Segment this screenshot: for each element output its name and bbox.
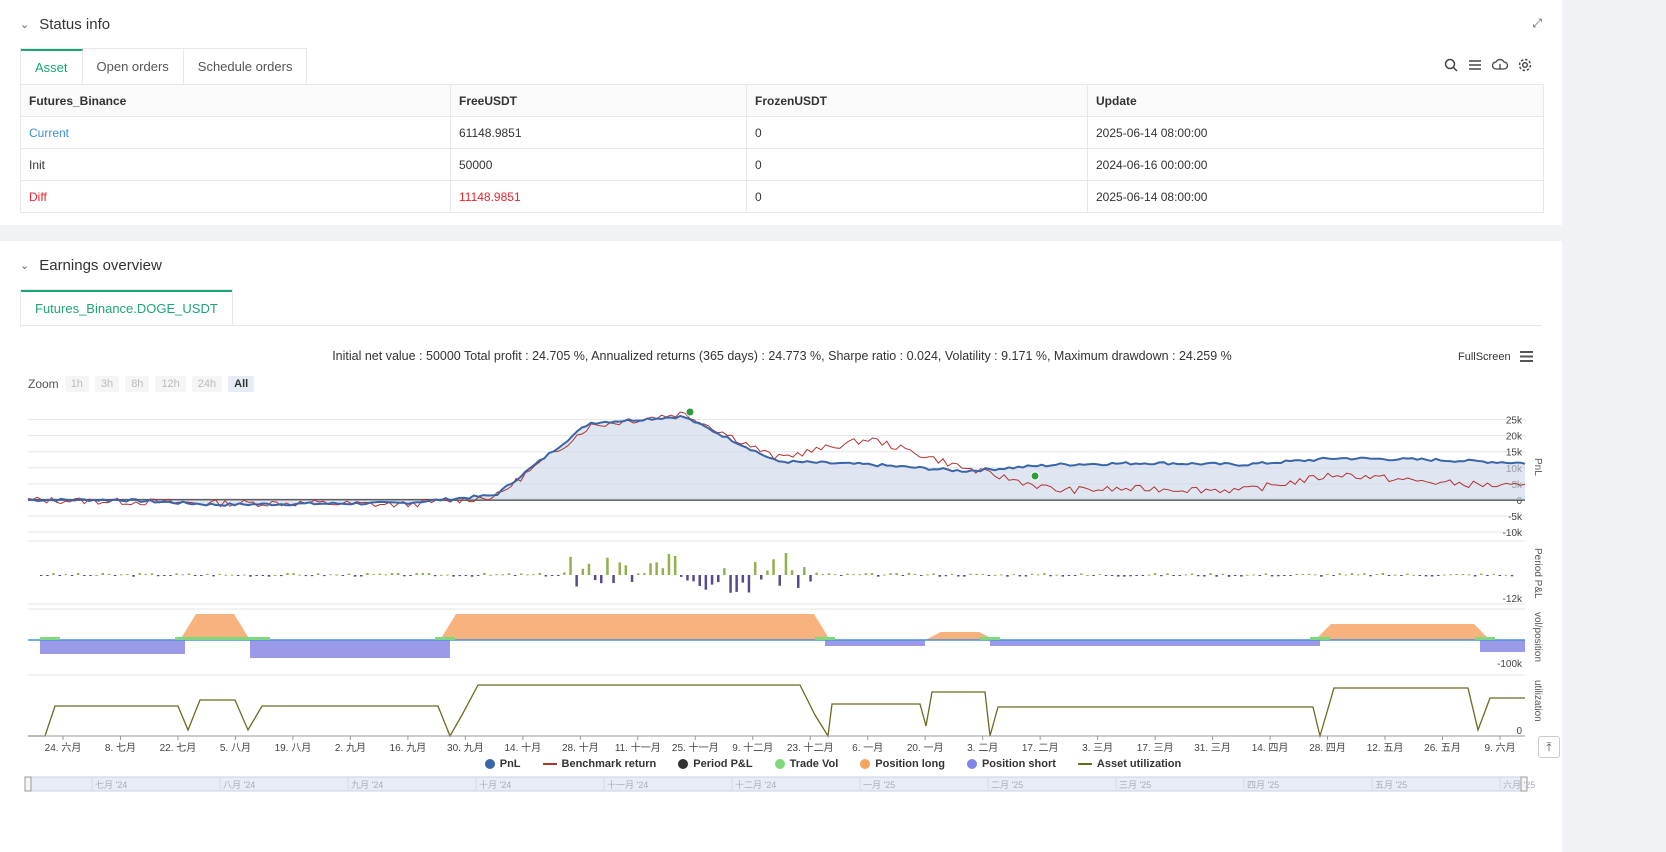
legend-period[interactable]: Period P&L (678, 758, 753, 770)
cell: 11148.9851 (450, 180, 747, 213)
gear-icon[interactable] (1518, 58, 1532, 72)
tab-doge-usdt[interactable]: Futures_Binance.DOGE_USDT (21, 290, 232, 326)
row-label: Diff (20, 180, 451, 213)
earnings-header[interactable]: ⌄ Earnings overview (20, 257, 162, 274)
tab-open-orders[interactable]: Open orders (82, 49, 184, 85)
zoom-label: Zoom (28, 377, 59, 391)
legend-marker (774, 759, 785, 769)
zoom-1h[interactable]: 1h (64, 376, 89, 392)
table-toolbar (1444, 58, 1532, 72)
earnings-panel: ⌄ Earnings overview Futures_Binance.DOGE… (0, 241, 1562, 852)
divider (20, 325, 1542, 326)
col-header: Futures_Binance (20, 84, 451, 117)
legend-trade-vol[interactable]: Trade Vol (774, 758, 839, 770)
tab-asset[interactable]: Asset (21, 49, 83, 85)
cloud-download-icon[interactable] (1492, 58, 1508, 72)
legend-marker (1077, 763, 1092, 765)
cell: 2025-06-14 08:00:00 (1087, 116, 1544, 149)
status-tabs: Asset Open orders Schedule orders (20, 48, 308, 85)
cell: 0 (746, 116, 1088, 149)
legend-marker (678, 759, 689, 769)
chart-summary: Initial net value : 50000 Total profit :… (332, 349, 1232, 363)
table-row: Diff 11148.9851 0 2025-06-14 08:00:00 (20, 180, 1544, 213)
search-icon[interactable] (1444, 58, 1458, 72)
legend-marker (966, 759, 977, 769)
list-icon[interactable] (1468, 58, 1482, 72)
legend-position-short[interactable]: Position short (966, 758, 1056, 770)
legend-label: PnL (499, 758, 521, 770)
legend-label: Position long (875, 758, 945, 770)
col-header: Update (1087, 84, 1544, 117)
status-header[interactable]: ⌄ Status info (20, 16, 110, 33)
cell: 2024-06-16 00:00:00 (1087, 148, 1544, 181)
scroll-top-button[interactable]: ⤒ (1538, 736, 1560, 758)
collapse-icon[interactable]: ⤢ (1532, 16, 1542, 30)
earnings-title: Earnings overview (39, 257, 162, 274)
tab-schedule-orders[interactable]: Schedule orders (183, 49, 307, 85)
cell: 0 (746, 148, 1088, 181)
chart-menu-icon[interactable] (1519, 350, 1534, 363)
col-header: FrozenUSDT (746, 84, 1088, 117)
legend-asset-util[interactable]: Asset utilization (1077, 758, 1182, 770)
row-label: Init (20, 148, 451, 181)
zoom-12h[interactable]: 12h (155, 376, 186, 392)
cell: 2025-06-14 08:00:00 (1087, 180, 1544, 213)
status-panel: ⌄ Status info ⤢ Asset Open orders Schedu… (0, 0, 1562, 225)
zoom-24h[interactable]: 24h (191, 376, 223, 392)
legend-label: Benchmark return (561, 758, 657, 770)
fullscreen-button[interactable]: FullScreen (1458, 351, 1511, 363)
earnings-tabs: Futures_Binance.DOGE_USDT (20, 289, 233, 326)
chart-legend: PnL Benchmark return Period P&L Trade Vo… (0, 758, 1666, 770)
cell: 50000 (450, 148, 747, 181)
chevron-down-icon[interactable]: ⌄ (20, 260, 30, 272)
legend-marker (860, 759, 871, 769)
table-row: Current 61148.9851 0 2025-06-14 08:00:00 (20, 116, 1544, 149)
zoom-8h[interactable]: 8h (125, 376, 150, 392)
cell: 61148.9851 (450, 116, 747, 149)
chevron-down-icon[interactable]: ⌄ (20, 19, 30, 31)
legend-marker (542, 763, 557, 765)
legend-label: Period P&L (693, 758, 753, 770)
legend-pnl[interactable]: PnL (484, 758, 521, 770)
zoom-3h[interactable]: 3h (94, 376, 120, 392)
zoom-controls: Zoom 1h 3h 8h 12h 24h All (28, 376, 255, 392)
legend-label: Trade Vol (789, 758, 839, 770)
legend-benchmark[interactable]: Benchmark return (542, 758, 657, 770)
asset-table: Futures_Binance FreeUSDT FrozenUSDT Upda… (20, 84, 1544, 213)
legend-label: Position short (981, 758, 1056, 770)
row-label[interactable]: Current (20, 116, 451, 149)
table-row: Init 50000 0 2024-06-16 00:00:00 (20, 148, 1544, 181)
legend-label: Asset utilization (1096, 758, 1182, 770)
cell: 0 (746, 180, 1088, 213)
status-title: Status info (39, 16, 111, 33)
zoom-all[interactable]: All (228, 376, 255, 392)
col-header: FreeUSDT (450, 84, 747, 117)
legend-marker (484, 759, 495, 769)
legend-position-long[interactable]: Position long (860, 758, 945, 770)
